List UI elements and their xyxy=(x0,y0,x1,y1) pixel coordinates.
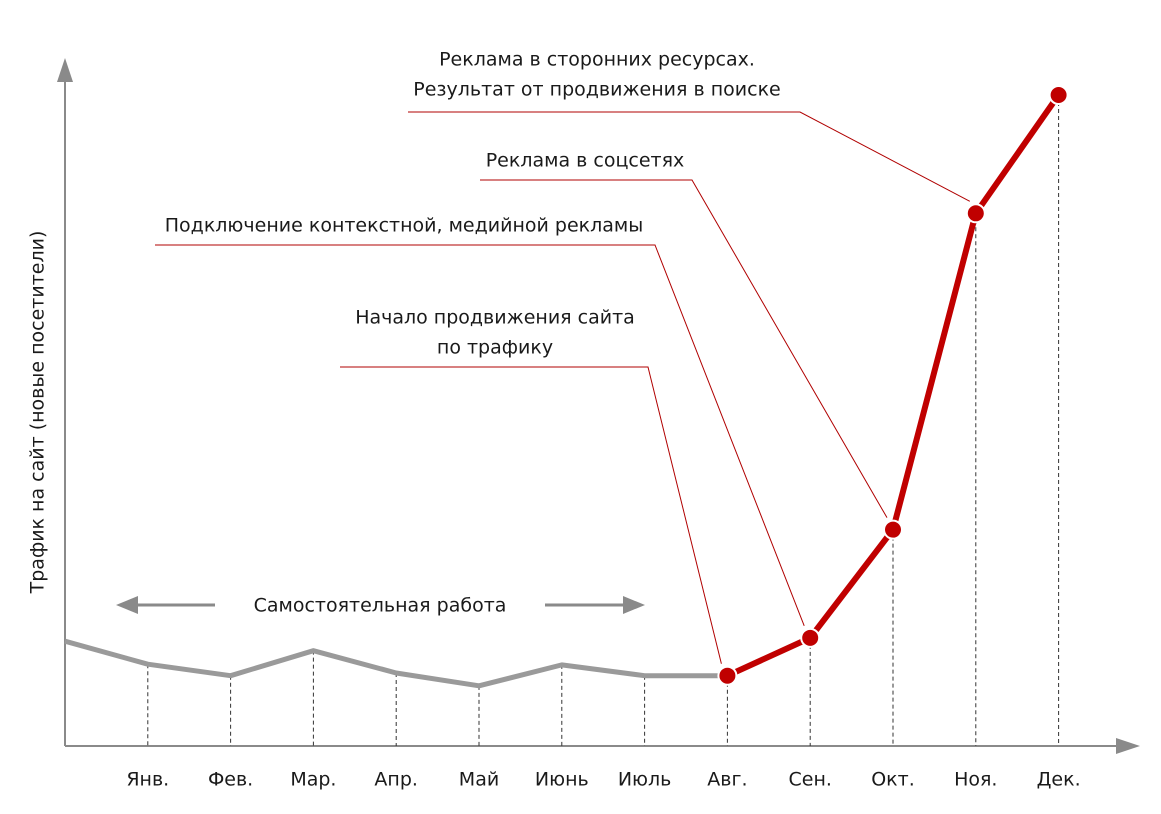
data-point xyxy=(965,203,986,224)
period-arrowhead-left xyxy=(116,596,138,614)
y-axis-arrow xyxy=(57,58,73,82)
leader-line xyxy=(340,366,722,664)
x-tick-label: Авг. xyxy=(707,769,747,791)
period-label: Самостоятельная работа xyxy=(254,595,507,617)
x-tick-label: Дек. xyxy=(1037,769,1081,791)
annotation: Результат от продвижения в поиске xyxy=(413,79,780,101)
leader-line xyxy=(408,111,971,202)
x-tick-label: Янв. xyxy=(126,769,169,791)
annotation: по трафику xyxy=(437,337,553,359)
annotation: Реклама в соцсетях xyxy=(486,150,685,172)
x-tick-label: Июль xyxy=(618,769,672,791)
x-tick-label: Мар. xyxy=(290,769,336,791)
x-tick-label: Сен. xyxy=(788,769,831,791)
y-axis-label: Трафик на сайт (новые посетители) xyxy=(27,231,49,595)
leader-line xyxy=(155,244,805,627)
x-tick-label: Окт. xyxy=(871,769,915,791)
x-tick-label: Май xyxy=(459,769,499,791)
annotation: Подключение контекстной, медийной реклам… xyxy=(165,215,643,237)
data-point xyxy=(717,665,738,686)
x-tick-label: Июнь xyxy=(535,769,589,791)
annotation: Реклама в сторонних ресурсах. xyxy=(439,49,755,71)
x-tick-label: Апр. xyxy=(374,769,418,791)
period-arrowhead-right xyxy=(623,596,645,614)
data-point xyxy=(1048,85,1069,106)
annotation: Начало продвижения сайта xyxy=(355,307,635,329)
x-axis-arrow xyxy=(1116,738,1140,754)
data-point xyxy=(800,627,821,648)
x-tick-label: Ноя. xyxy=(954,769,997,791)
leader-line xyxy=(480,179,888,518)
x-tick-label: Фев. xyxy=(208,769,253,791)
series-line xyxy=(64,638,728,689)
data-point xyxy=(883,519,903,540)
